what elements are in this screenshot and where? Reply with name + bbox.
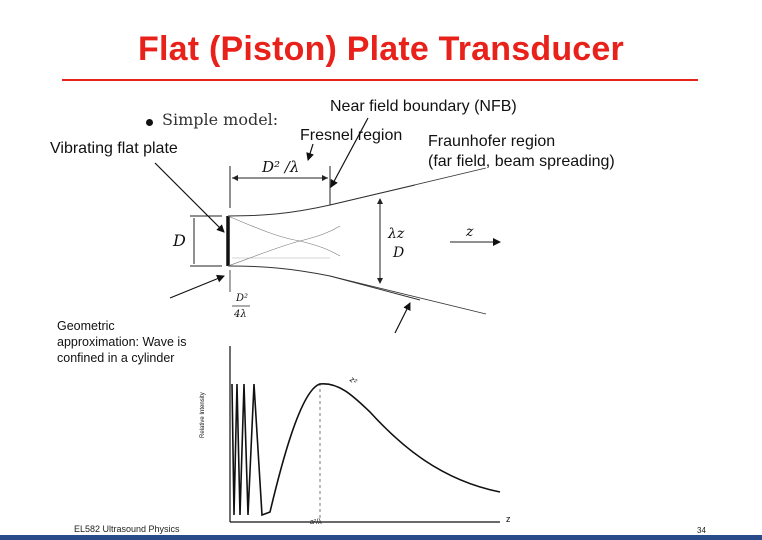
intensity-curve bbox=[231, 383, 501, 517]
footer-course: EL582 Ultrasound Physics bbox=[74, 524, 180, 534]
plate-label: Vibrating flat plate bbox=[50, 140, 178, 157]
fresnel-cross-upper bbox=[227, 215, 341, 257]
nfb-label: Near field boundary (NFB) bbox=[330, 98, 517, 115]
beam-width-den: D bbox=[393, 245, 405, 261]
slide-title: Flat (Piston) Plate Transducer bbox=[138, 30, 624, 68]
fresnel-callout-arrow bbox=[306, 143, 314, 161]
geometric-note: Geometric approximation: Wave is confine… bbox=[57, 319, 187, 365]
footer-page: 34 bbox=[697, 526, 706, 535]
far-field-callout-arrow bbox=[394, 302, 411, 334]
fresnel-cross-lower bbox=[227, 225, 341, 267]
fraunhofer-sublabel: (far field, beam spreading) bbox=[428, 153, 615, 170]
title-underline bbox=[62, 79, 698, 81]
fraunhofer-label: Fraunhofer region bbox=[428, 133, 556, 150]
far-field-upper bbox=[329, 167, 487, 206]
focal-den: 4λ bbox=[234, 309, 247, 320]
fresnel-label: Fresnel region bbox=[300, 127, 403, 144]
aperture-label: D bbox=[173, 231, 186, 250]
near-field-length: D² /λ bbox=[262, 158, 300, 176]
bullet-text: Simple model: bbox=[162, 110, 279, 129]
far-field-lower bbox=[329, 275, 487, 315]
beam-lower-edge bbox=[227, 265, 421, 301]
plot-xlabel: z bbox=[506, 514, 511, 524]
plate-callout-arrow bbox=[154, 162, 225, 233]
geometric-callout-arrow bbox=[169, 274, 225, 299]
bottom-bar bbox=[0, 535, 762, 540]
axis-z-label: z bbox=[466, 224, 474, 240]
beam-width-num: λz bbox=[388, 226, 405, 242]
nfb-callout-arrow bbox=[330, 117, 369, 188]
bullet-dot bbox=[146, 119, 153, 126]
focal-num: D² bbox=[236, 293, 249, 304]
beam-upper-edge bbox=[227, 184, 416, 217]
